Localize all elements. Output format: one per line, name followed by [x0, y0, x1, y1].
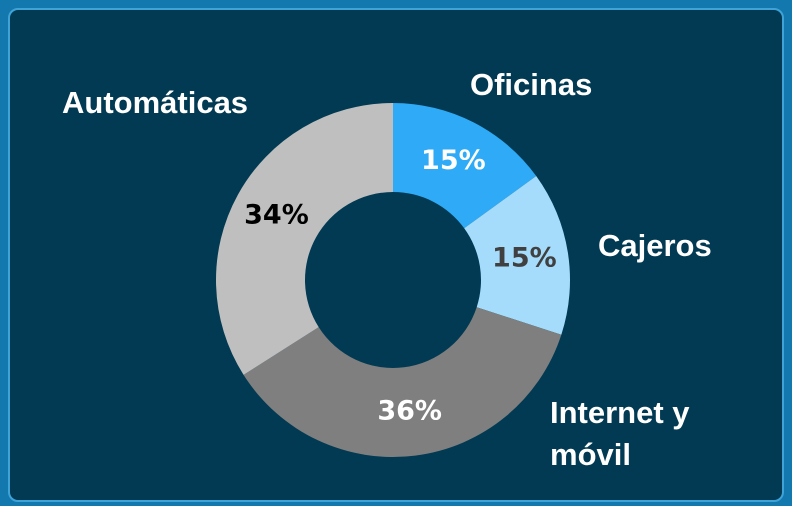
- category-label: Cajeros: [598, 228, 712, 263]
- donut-slice: [215, 102, 393, 375]
- value-label: 15%: [492, 243, 557, 274]
- value-label: 15%: [421, 145, 486, 176]
- value-label: 34%: [244, 199, 309, 230]
- category-label: Internet y móvil: [550, 395, 690, 472]
- donut-slice: [393, 103, 537, 229]
- donut-slice: [464, 175, 570, 335]
- value-label: 36%: [377, 395, 442, 426]
- category-label: Oficinas: [470, 67, 593, 102]
- donut-slice: [243, 307, 562, 457]
- category-label: Automáticas: [62, 85, 249, 120]
